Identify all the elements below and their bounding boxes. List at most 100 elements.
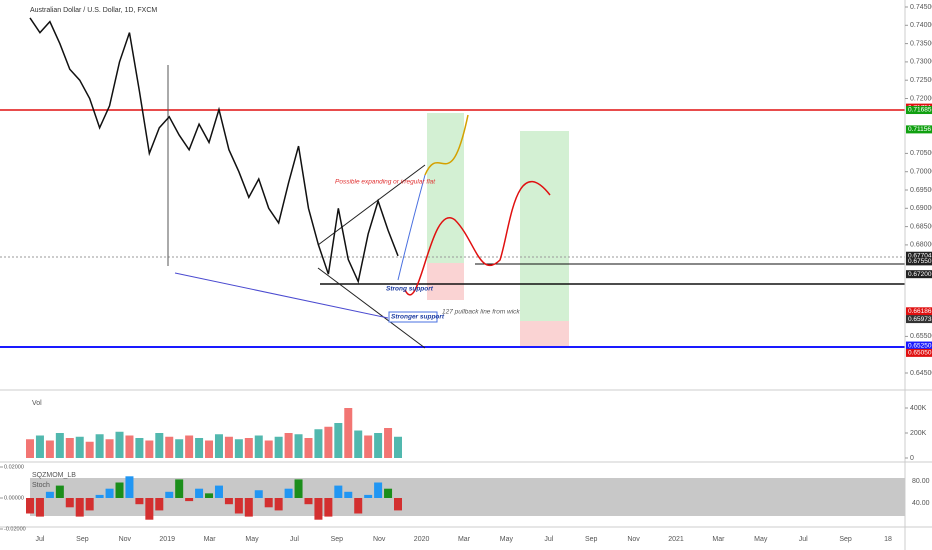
price-tag-label: 0.65250 (908, 342, 932, 349)
price-tag-label: 0.65973 (908, 316, 932, 323)
volume-bar (195, 438, 204, 458)
momentum-bar (234, 498, 243, 514)
momentum-bar (254, 490, 263, 498)
price-tag-label: 0.66186 (908, 308, 932, 315)
price-tag (906, 257, 932, 266)
time-tick-label: 2021 (668, 536, 684, 543)
volume-tick-label: 0 (910, 455, 914, 462)
annotation-box (388, 311, 438, 323)
momentum-bar (384, 488, 393, 498)
momentum-bar (145, 498, 154, 520)
momentum-bar (26, 498, 34, 514)
volume-bar (125, 435, 134, 458)
momentum-bar (294, 479, 303, 498)
time-tick-label: Nov (119, 536, 132, 543)
osc-tick-label: -0.02000 (4, 526, 26, 532)
time-tick-label: Sep (585, 536, 598, 543)
momentum-bar (125, 476, 134, 498)
momentum-bar (175, 479, 184, 498)
momentum-bar (314, 498, 323, 520)
price-tag-label: 0.67550 (908, 258, 932, 265)
osc-tick-label: 0.00000 (4, 495, 24, 501)
volume-bar (45, 440, 54, 458)
momentum-bar (185, 498, 194, 502)
volume-bar (26, 439, 34, 458)
price-tag-label: 0.67200 (908, 271, 932, 278)
momentum-bar (45, 491, 54, 498)
momentum-bar (374, 482, 383, 498)
annotation: Possible expanding or irregular flat (335, 179, 436, 186)
time-tick-label: Sep (76, 536, 89, 543)
momentum-bar (344, 491, 353, 498)
price-tag-label: 0.67704 (908, 252, 932, 259)
time-tick-label: 18 (884, 536, 892, 543)
price-tag (906, 270, 932, 279)
volume-bar (264, 440, 273, 458)
wedge-line (317, 164, 426, 246)
momentum-bar (115, 482, 124, 498)
time-tick-label: Mar (204, 536, 217, 543)
pullback-line (174, 272, 389, 319)
volume-bar (354, 430, 363, 458)
momentum-bar (264, 498, 273, 508)
momentum-bar (85, 498, 94, 511)
time-tick-label: Nov (627, 536, 640, 543)
momentum-bar (324, 498, 333, 517)
volume-bar (224, 436, 233, 458)
momentum-bar (135, 498, 144, 505)
time-tick-label: 2019 (159, 536, 175, 543)
time-tick-label: Jul (799, 536, 808, 543)
volume-bar (384, 428, 393, 458)
projection (404, 180, 551, 296)
momentum-bar (65, 498, 74, 508)
volume-bar (344, 408, 353, 458)
price-tag (906, 315, 932, 324)
price-tag (906, 125, 932, 134)
momentum-bar (284, 488, 293, 498)
projection (397, 174, 426, 281)
volume-bar (324, 426, 333, 458)
volume-bar (135, 438, 144, 458)
stop-zone (520, 321, 569, 347)
axis-label: 40.00 (912, 500, 930, 507)
momentum-bar (214, 485, 223, 498)
time-tick-label: May (245, 536, 259, 543)
volume-bar (304, 438, 313, 458)
volume-bar (75, 436, 84, 458)
price-line (29, 17, 399, 284)
volume-bar (115, 431, 124, 458)
momentum-bar (165, 491, 174, 498)
volume-bar (394, 436, 402, 458)
chart-title: Australian Dollar / U.S. Dollar, 1D, FXC… (30, 7, 157, 14)
momentum-bar (105, 488, 114, 498)
volume-bar (214, 434, 223, 458)
momentum-bar (195, 488, 204, 498)
time-tick-label: May (500, 536, 514, 543)
time-tick-label: Sep (839, 536, 852, 543)
pane-label: Stoch (32, 482, 50, 489)
price-tag (906, 307, 932, 316)
time-tick-label: Nov (373, 536, 386, 543)
volume-bar (244, 438, 253, 458)
volume-bar (175, 439, 184, 458)
time-tick-label: Mar (712, 536, 725, 543)
time-tick-label: Sep (331, 536, 344, 543)
volume-bar (284, 433, 293, 458)
volume-bar (364, 435, 373, 458)
volume-bar (185, 435, 194, 458)
volume-bar (274, 436, 283, 458)
momentum-bar (224, 498, 233, 505)
price-tag (906, 251, 932, 260)
time-tick-label: Mar (458, 536, 471, 543)
volume-bar (85, 441, 94, 458)
momentum-bar (35, 498, 44, 517)
